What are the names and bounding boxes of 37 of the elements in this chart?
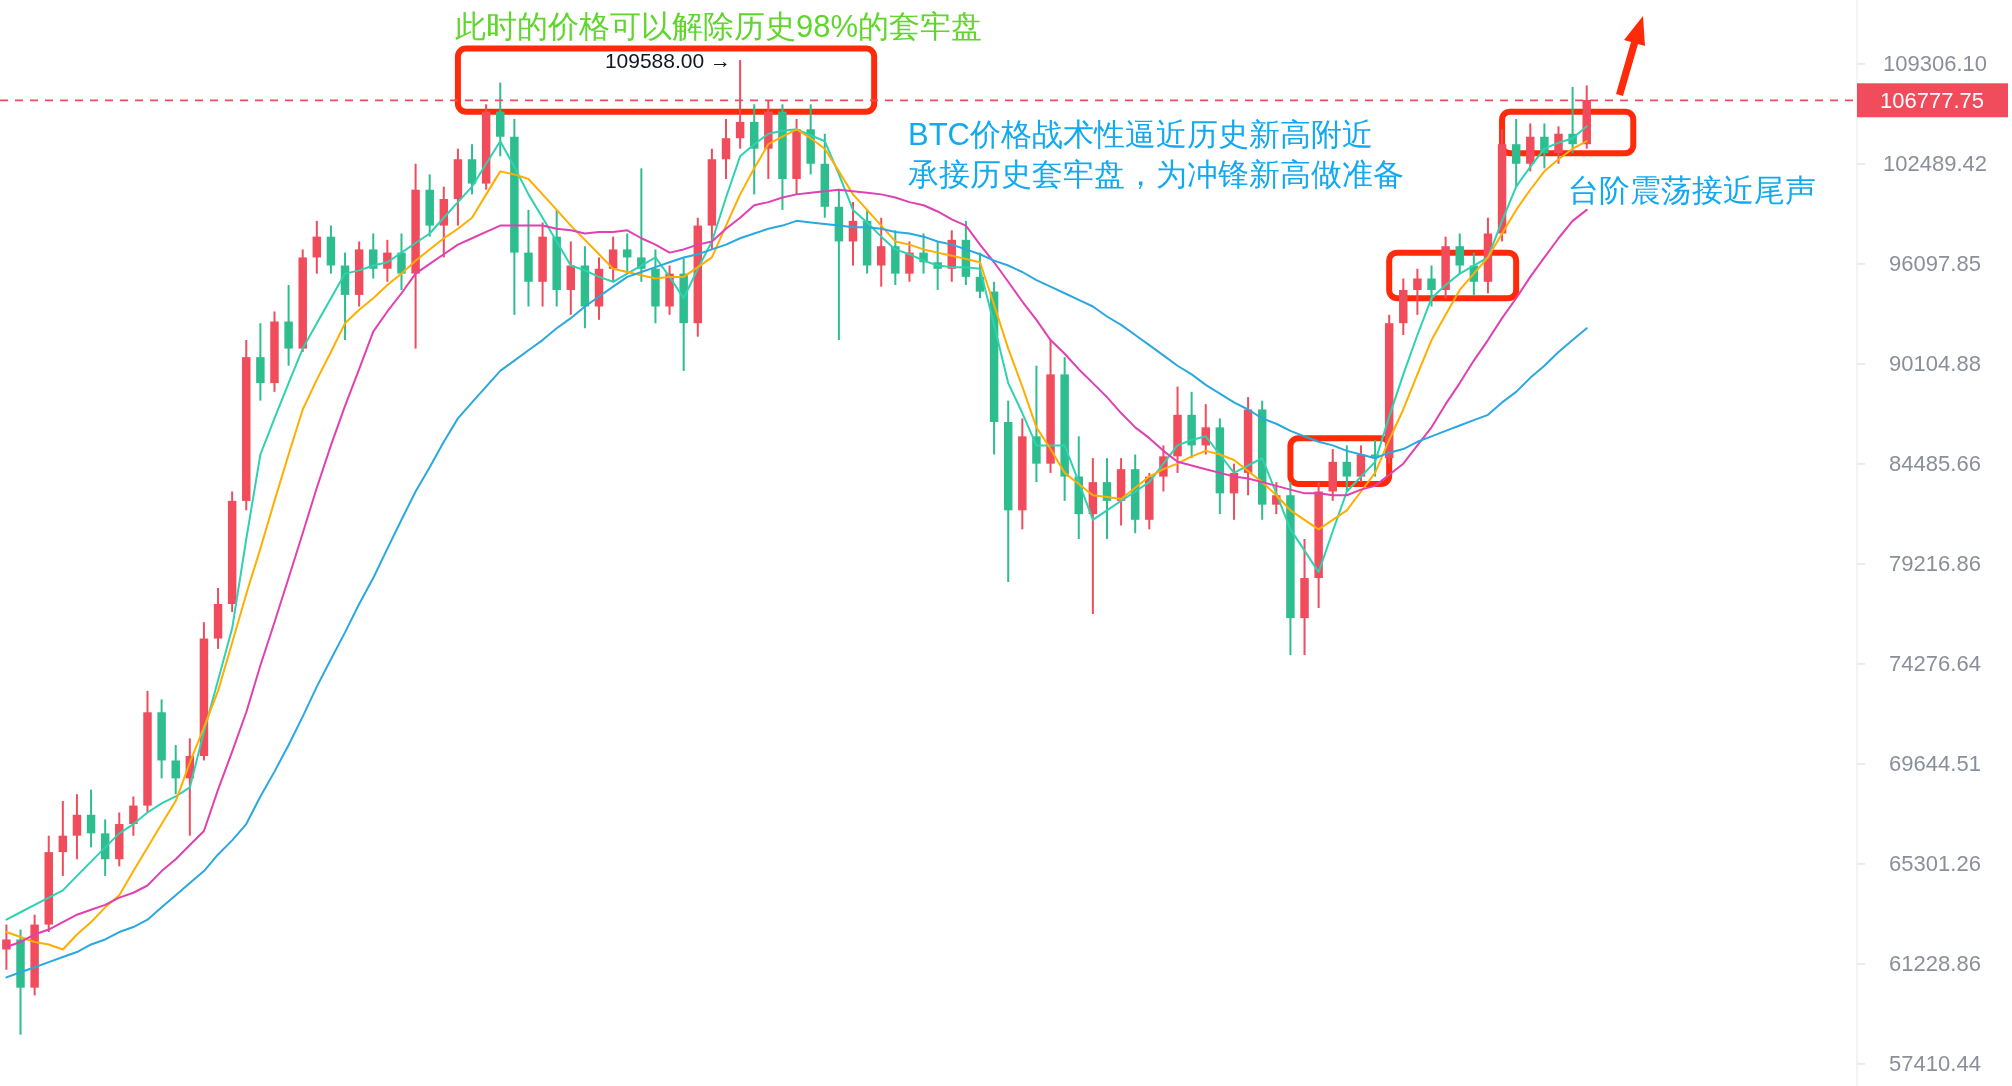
candlestick (1455, 232, 1464, 275)
candlestick (1427, 264, 1436, 308)
y-tick-label: 57410.44 (1889, 1051, 1981, 1077)
y-tick-label: 102489.42 (1883, 151, 1987, 177)
candlestick (1511, 117, 1521, 188)
candlestick (876, 216, 886, 288)
candlestick (397, 232, 406, 291)
candlestick (905, 240, 914, 283)
y-tick-label: 74276.64 (1889, 651, 1981, 677)
candlestick (72, 793, 82, 861)
ref-line-label: 106777.75 (1880, 87, 1984, 113)
annotation: 台阶震荡接近尾声 (1568, 172, 1816, 208)
candlestick (86, 788, 96, 849)
annotation: BTC价格战术性逼近历史新高附近 (908, 116, 1373, 152)
candlestick (1413, 267, 1422, 316)
y-tick-label: 65301.26 (1889, 851, 1981, 877)
candlestick (129, 795, 138, 837)
candlestick (58, 800, 68, 877)
annotation: 此时的价格可以解除历史98%的套牢盘 (455, 8, 983, 44)
candlestick (2, 923, 11, 971)
annotation: 109588.00 → (604, 48, 731, 72)
candlestick (383, 238, 392, 283)
candlestick (721, 117, 731, 180)
y-tick-label: 84485.66 (1889, 451, 1981, 477)
candlestick (1554, 125, 1563, 165)
y-tick-label: 79216.86 (1889, 551, 1981, 577)
candlestick (1342, 444, 1352, 493)
y-tick-label: 61228.86 (1889, 951, 1981, 977)
candlestick (312, 219, 322, 275)
annotation: 承接历史套牢盘，为冲锋新高做准备 (908, 156, 1404, 192)
y-tick-label: 69644.51 (1889, 751, 1981, 777)
candlestick (608, 235, 618, 283)
y-tick-label: 96097.85 (1889, 251, 1981, 277)
candlestick (171, 743, 180, 796)
y-tick-label: 109306.10 (1883, 51, 1987, 77)
y-tick-label: 90104.88 (1889, 351, 1981, 377)
candlestick (637, 167, 646, 283)
